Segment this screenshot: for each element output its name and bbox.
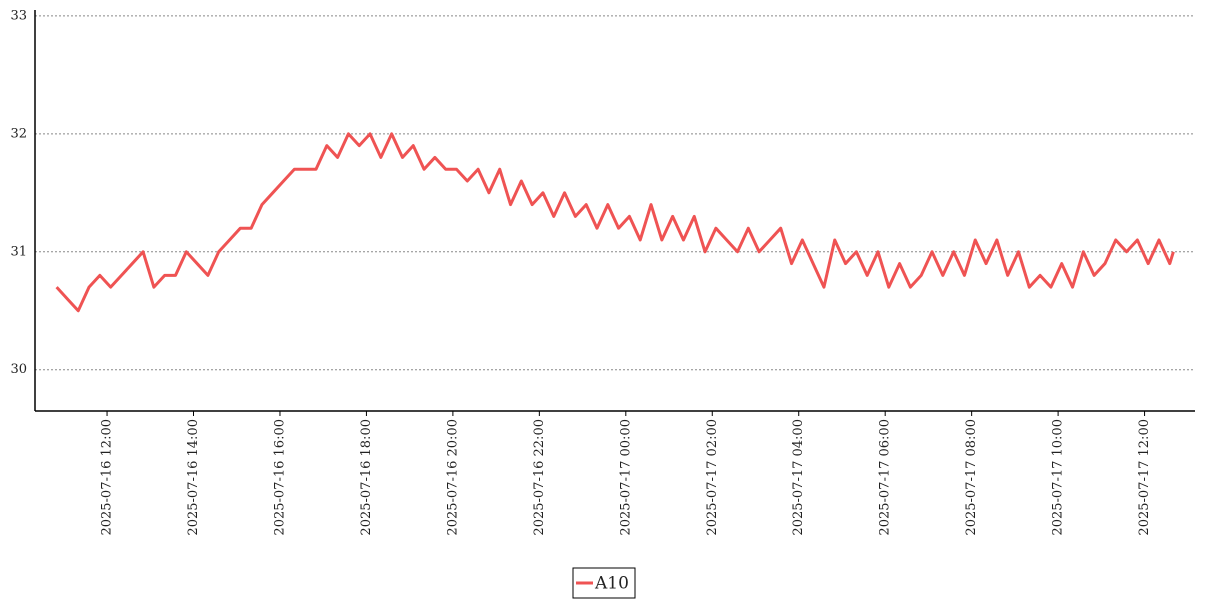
x-tick-label: 2025-07-16 14:00 <box>186 419 201 536</box>
x-tick-label: 2025-07-16 18:00 <box>359 419 374 536</box>
x-tick-label: 2025-07-16 22:00 <box>532 419 547 536</box>
x-tick-label: 2025-07-17 06:00 <box>878 419 893 536</box>
x-tick-label: 2025-07-17 00:00 <box>618 419 633 536</box>
x-tick-label: 2025-07-17 10:00 <box>1051 419 1066 536</box>
legend-label: A10 <box>594 574 629 594</box>
x-tick-label: 2025-07-17 04:00 <box>791 419 806 536</box>
x-tick-label: 2025-07-16 16:00 <box>272 419 287 536</box>
x-tick-label: 2025-07-16 20:00 <box>445 419 460 536</box>
y-tick-label: 30 <box>10 362 27 377</box>
x-tick-label: 2025-07-17 08:00 <box>964 419 979 536</box>
y-tick-label: 31 <box>10 244 27 259</box>
series-line <box>55 132 1175 313</box>
y-tick-label: 33 <box>10 8 27 23</box>
x-tick-label: 2025-07-17 12:00 <box>1137 419 1152 536</box>
legend: A10 <box>572 567 636 599</box>
x-tick-label: 2025-07-17 02:00 <box>705 419 720 536</box>
y-tick-label: 32 <box>10 126 27 141</box>
x-tick-label: 2025-07-16 12:00 <box>100 419 115 536</box>
